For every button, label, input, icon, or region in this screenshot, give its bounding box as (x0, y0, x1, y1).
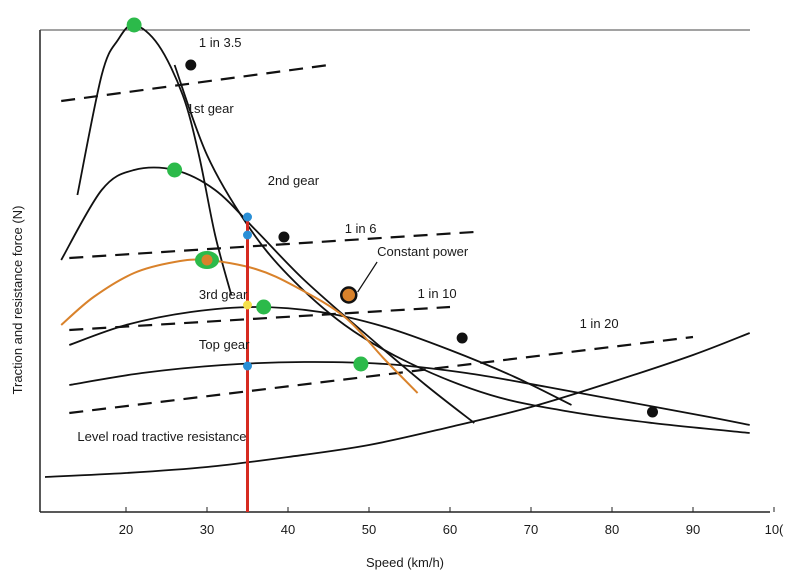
x-tick-layer: 20 30 40 50 60 70 80 90 10( (119, 507, 784, 537)
max-traction-point (167, 162, 183, 178)
annotation-label: 1 in 20 (580, 316, 619, 331)
annotation-label: 1st gear (187, 101, 235, 116)
series-level-road-tractive-resistance (44, 332, 751, 478)
constant-power-point (340, 286, 358, 304)
annotation-label: 1 in 10 (418, 286, 457, 301)
series-1-in-20 (69, 335, 694, 415)
gear-intersection-point (456, 332, 468, 344)
marker-layer (126, 17, 658, 418)
x-tick-label: 20 (119, 522, 133, 537)
annotation-label: Top gear (199, 337, 250, 352)
y-axis-label: Traction and resistance force (N) (10, 206, 25, 395)
x-tick-label: 90 (686, 522, 700, 537)
x-tick-label: 30 (200, 522, 214, 537)
annotation-label: 2nd gear (268, 173, 320, 188)
speed-reading-point (243, 300, 252, 310)
annotation-label: 1 in 3.5 (199, 35, 242, 50)
gear-intersection-point (185, 59, 197, 71)
max-traction-point (353, 356, 369, 372)
speed-reading-point (243, 230, 252, 240)
annotation-label: Level road tractive resistance (77, 429, 246, 444)
series-top-gear (69, 361, 750, 426)
constant-power-leader (357, 261, 378, 293)
series-3rd-gear (69, 306, 572, 406)
x-tick-label: 10( (765, 522, 784, 537)
gear-intersection-point (278, 231, 290, 243)
gear-intersection-point (647, 406, 658, 418)
x-axis-label: Speed (km/h) (366, 555, 444, 570)
annotation-label: 3rd gear (199, 287, 248, 302)
annotation-label: Constant power (377, 244, 469, 259)
speed-reading-point (243, 361, 252, 371)
x-tick-label: 50 (362, 522, 376, 537)
max-traction-point (126, 17, 142, 33)
series-1st-gear (76, 24, 233, 296)
series-1-in-10 (69, 305, 451, 332)
x-tick-label: 40 (281, 522, 295, 537)
speed-reading-point (243, 212, 252, 222)
plot-frame (39, 29, 770, 513)
series-constant-power (173, 64, 750, 434)
series-fitted-curve (60, 258, 419, 394)
annotation-label: 1 in 6 (345, 221, 377, 236)
max-traction-point (256, 299, 272, 315)
x-tick-label: 80 (605, 522, 619, 537)
x-tick-label: 60 (443, 522, 457, 537)
fitted-peak-core (201, 254, 213, 266)
x-tick-label: 70 (524, 522, 538, 537)
